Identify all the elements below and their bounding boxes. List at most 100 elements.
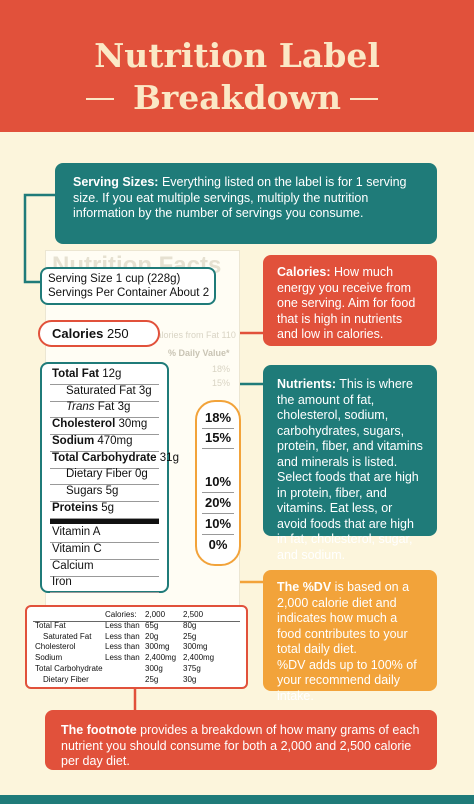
title: Nutrition Label	[94, 36, 380, 75]
nutrient-name: Fat	[97, 401, 115, 414]
footnote-cell: 25g	[183, 631, 197, 641]
dv-highlight: 18% 15% 10% 20% 10% 0%	[195, 400, 241, 566]
nutrient-amount: 3g	[138, 384, 152, 397]
footnote-table: Calories: 2,000 2,500 Total Fat Less than 65g…	[25, 605, 248, 689]
nutrient-amount: 31g	[159, 451, 179, 464]
nutrient-row: Sodium 470mg	[52, 435, 133, 447]
row-rule	[50, 434, 159, 436]
nutrient-row: Sugars 5g	[66, 485, 118, 497]
row-rule	[50, 484, 159, 486]
calories-amount: 250	[106, 326, 129, 341]
nutrient-amount: 12g	[102, 368, 122, 380]
daily-value: 0%	[208, 537, 228, 552]
callout-body: How much energy you receive from one ser…	[277, 265, 416, 341]
row-rule	[50, 417, 159, 419]
nutrient-name: Dietary Fiber	[66, 468, 132, 481]
callout-lead: Serving Sizes:	[73, 175, 159, 189]
callout-body: Everything listed on the label is for 1 …	[73, 175, 407, 220]
row-rule	[50, 517, 159, 519]
footnote-cell: Total Fat	[35, 620, 66, 630]
callout-lead: The footnote	[61, 723, 137, 737]
faded-text: 15%	[212, 378, 231, 388]
dv-rule	[202, 513, 234, 514]
callout-body: This is where the amount of fat, cholest…	[277, 377, 423, 562]
footnote-cell: 300g	[145, 664, 163, 673]
nutrient-row: Proteins 5g	[52, 502, 114, 514]
footnote-callout: The footnote provides a breakdown of how…	[45, 710, 437, 770]
nutrient-name: Vitamin A	[52, 526, 101, 539]
faded-text: 18%	[212, 364, 231, 374]
nutrient-row: Saturated Fat 3g	[66, 385, 152, 397]
servings-per-container: Servings Per Container About 2	[48, 287, 210, 299]
row-rule	[50, 450, 159, 452]
row-rule	[50, 559, 159, 560]
footnote-rule	[33, 621, 240, 622]
daily-value: 10%	[204, 516, 232, 531]
nutrient-name: Total Carbohydrate	[52, 451, 157, 464]
nutrient-name: Cholesterol	[52, 418, 116, 431]
title: Breakdown	[132, 78, 341, 117]
footnote-cell: 65g	[145, 620, 159, 630]
footnote-cell: 2,000	[145, 610, 166, 619]
footnote-cell: 300mg	[145, 642, 170, 652]
nutrient-amount: 30mg	[118, 418, 148, 431]
nutrient-row: Vitamin A	[52, 526, 100, 538]
title-rule	[86, 98, 114, 100]
nutrient-name: Trans	[66, 401, 95, 414]
nutrients-callout: Nutrients: This is where the amount of f…	[263, 365, 437, 562]
footnote-cell: 80g	[183, 620, 197, 630]
nutrient-row: Cholesterol 30mg	[52, 418, 147, 430]
dv-rule	[202, 534, 234, 535]
footnote-cell: Dietary Fiber	[43, 674, 89, 684]
callout-lead: Nutrients:	[277, 377, 337, 391]
dv-rule	[202, 448, 234, 449]
callout-body: is based on a 2,000 calorie diet and ind…	[277, 580, 410, 656]
nutrient-name: Vitamin C	[52, 543, 102, 555]
nutrient-row: Calcium	[52, 560, 94, 572]
nutrient-name: Calcium	[52, 559, 94, 572]
serving-size: Serving Size 1 cup (228g)	[48, 273, 181, 285]
footnote-cell: 25g	[145, 674, 159, 684]
title-rule	[350, 98, 378, 100]
callout-lead: Calories:	[277, 265, 331, 279]
dv-rule	[202, 428, 234, 429]
serving-callout: Serving Sizes: Everything listed on the …	[55, 163, 437, 244]
calories-callout: Calories: How much energy you receive fr…	[263, 255, 437, 346]
nutrient-name: Saturated Fat	[66, 384, 136, 397]
calories-highlight: Calories 250	[38, 320, 160, 347]
row-rule	[50, 500, 159, 502]
footnote-cell: Saturated Fat	[43, 631, 92, 641]
row-rule	[50, 400, 159, 402]
nutrient-amount: 0g	[135, 468, 148, 481]
nutrient-row: Total Fat 12g	[52, 368, 121, 380]
footnote-cell: Less than	[105, 653, 140, 663]
footnote-cell: Cholesterol	[35, 642, 76, 652]
serving-highlight: Serving Size 1 cup (228g) Servings Per C…	[40, 267, 216, 305]
footnote-cell: 2,400mg	[145, 653, 177, 663]
daily-value: 18%	[204, 410, 232, 425]
row-rule	[50, 467, 159, 469]
row-rule	[50, 384, 159, 385]
faded-text: % Daily Value*	[168, 348, 230, 358]
nutrient-amount: 470mg	[97, 434, 133, 447]
footnote-cell: 2,500	[183, 610, 204, 619]
dv-callout: The %DV is based on a 2,000 calorie diet…	[263, 570, 437, 703]
nutrient-row: Total Carbohydrate 31g	[52, 452, 179, 464]
daily-value: 10%	[204, 474, 232, 489]
footnote-cell: 375g	[183, 664, 201, 673]
footnote-cell: Total Carbohydrate	[35, 664, 103, 673]
nutrient-row: Iron	[52, 576, 72, 588]
callout-body: provides a breakdown of how many grams o…	[61, 723, 420, 768]
calories-name: Calories	[52, 326, 104, 341]
footnote-cell: 300mg	[183, 642, 208, 652]
nutrient-name: Iron	[52, 576, 72, 589]
footnote-cell: Less than	[105, 631, 140, 641]
header-band	[0, 0, 474, 132]
footnote-cell: Calories:	[105, 610, 137, 619]
footnote-cell: 30g	[183, 674, 197, 684]
nutrient-name: Sugars	[66, 484, 103, 497]
row-rule	[50, 575, 159, 577]
nutrient-amount: 5g	[105, 484, 119, 497]
callout-lead: The %DV	[277, 580, 332, 594]
